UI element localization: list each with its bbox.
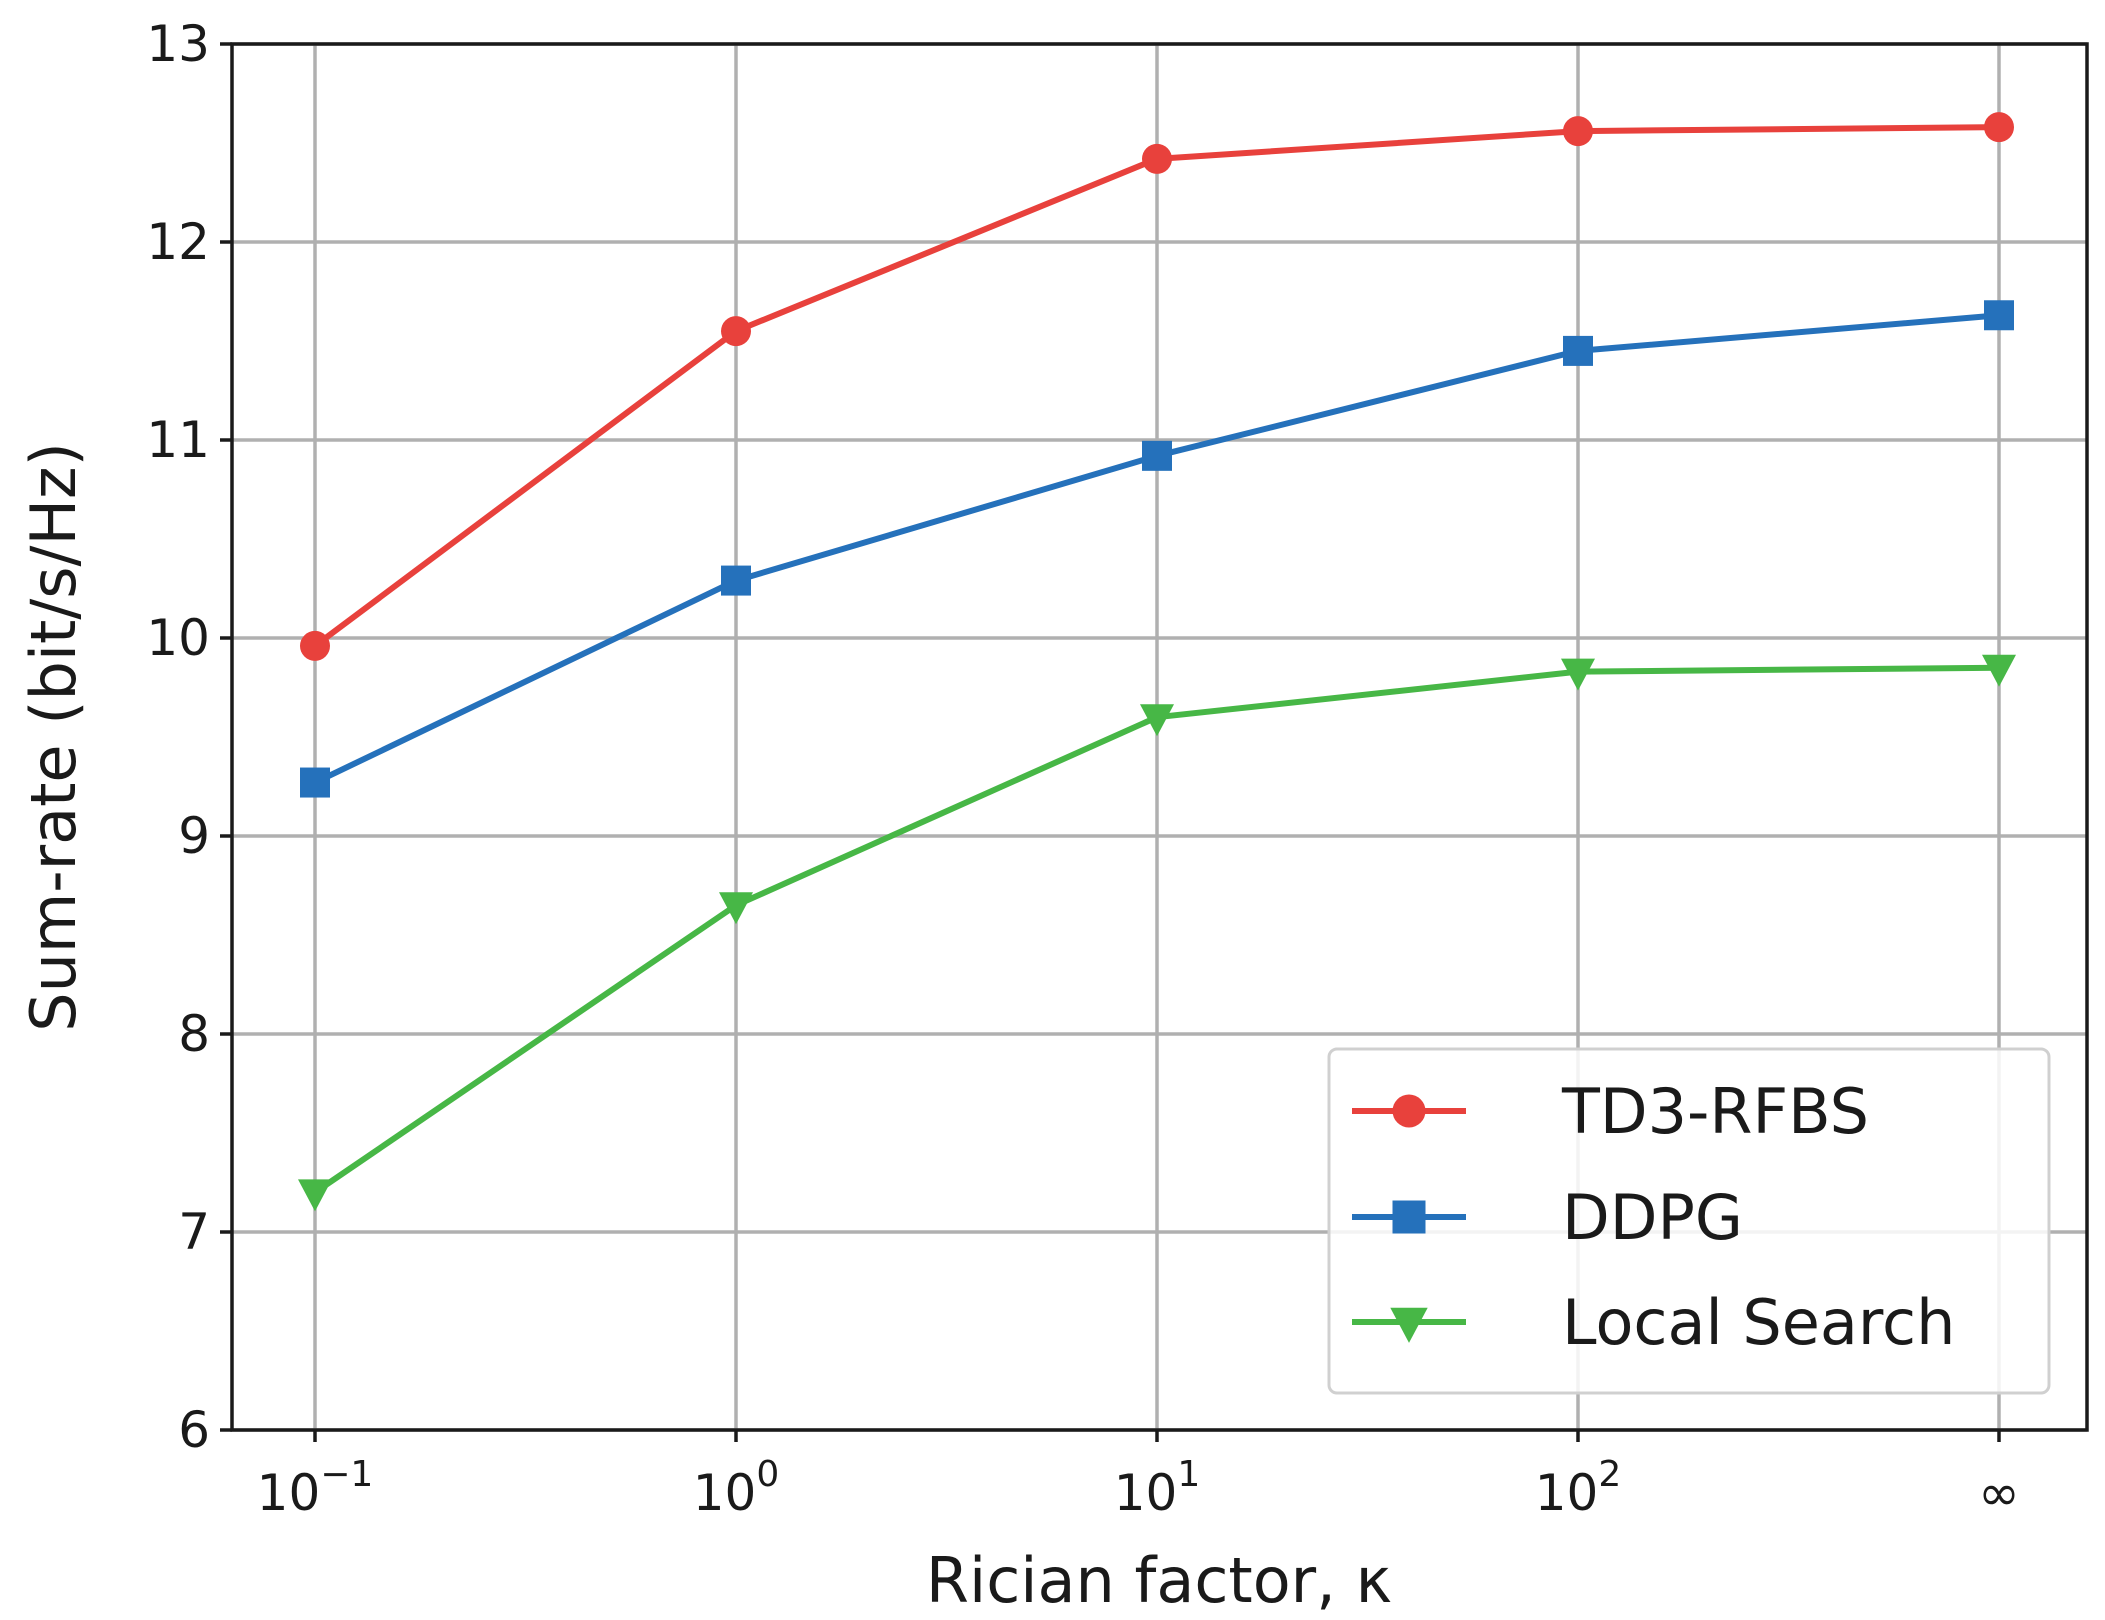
marker-square: [1142, 440, 1172, 471]
marker-triangle-down: [1561, 658, 1595, 691]
y-axis-label: Sum-rate (bit/s/Hz): [17, 442, 90, 1032]
marker-square: [1984, 300, 2014, 331]
series-ddpg: [300, 300, 2014, 798]
series-td3-rfbs: [300, 112, 2014, 661]
marker-square: [300, 767, 330, 798]
marker-square: [1392, 1200, 1426, 1234]
marker-circle: [1142, 143, 1172, 174]
x-tick-exponent: 1: [1177, 1454, 1200, 1495]
legend-entry: DDPG: [1352, 1181, 1743, 1254]
legend-entry: TD3-RFBS: [1352, 1075, 1869, 1148]
legend-entry: Local Search: [1352, 1286, 1955, 1359]
y-tick-label: 7: [178, 1203, 210, 1261]
y-axis: 6 7 8 9 10 11 12 13: [146, 15, 232, 1459]
x-tick-label: ∞: [1978, 1464, 2020, 1522]
y-tick-label: 6: [178, 1401, 210, 1459]
marker-circle: [1563, 116, 1593, 147]
x-tick-label: 102: [1535, 1454, 1622, 1522]
legend-box: [1327, 1047, 2051, 1395]
marker-circle: [1984, 112, 2014, 143]
marker-triangle-down: [1982, 654, 2016, 687]
marker-triangle-down: [1140, 704, 1174, 737]
y-tick-label: 11: [146, 411, 210, 469]
marker-triangle-down: [298, 1179, 332, 1212]
x-tick-label: 100: [693, 1454, 780, 1522]
x-axis: 10−1 100 101 102 ∞: [257, 1430, 2020, 1522]
x-tick-exponent: 2: [1598, 1454, 1621, 1495]
x-tick-label: 101: [1114, 1454, 1201, 1522]
x-tick-base: 10: [257, 1464, 321, 1522]
y-tick-label: 12: [146, 213, 210, 271]
marker-square: [1563, 335, 1593, 366]
x-tick-base: 10: [693, 1464, 757, 1522]
y-tick-label: 8: [178, 1005, 210, 1063]
legend-label: Local Search: [1562, 1286, 1955, 1359]
x-tick-exponent: −1: [320, 1454, 373, 1495]
y-tick-label: 10: [146, 609, 210, 667]
y-tick-label: 13: [146, 15, 210, 73]
marker-circle: [300, 630, 330, 661]
y-tick-label: 9: [178, 807, 210, 865]
marker-square: [721, 565, 751, 596]
x-tick-base: 10: [1535, 1464, 1599, 1522]
plot-frame: [230, 42, 2089, 1432]
marker-triangle-down: [719, 892, 753, 925]
series-local-search: [298, 654, 2016, 1212]
x-tick-label: 10−1: [257, 1454, 374, 1522]
x-axis-label: Rician factor, κ: [926, 1544, 1392, 1617]
x-tick-base: 10: [1114, 1464, 1178, 1522]
marker-circle: [1392, 1094, 1426, 1128]
marker-circle: [721, 316, 751, 347]
legend-label: TD3-RFBS: [1561, 1075, 1869, 1148]
x-tick-base: ∞: [1978, 1464, 2020, 1522]
legend: TD3-RFBS DDPG Local Search: [1327, 1047, 2051, 1395]
marker-triangle-down: [1390, 1307, 1428, 1343]
legend-label: DDPG: [1562, 1181, 1743, 1254]
series-layer: [298, 112, 2016, 1212]
x-tick-exponent: 0: [756, 1454, 779, 1495]
